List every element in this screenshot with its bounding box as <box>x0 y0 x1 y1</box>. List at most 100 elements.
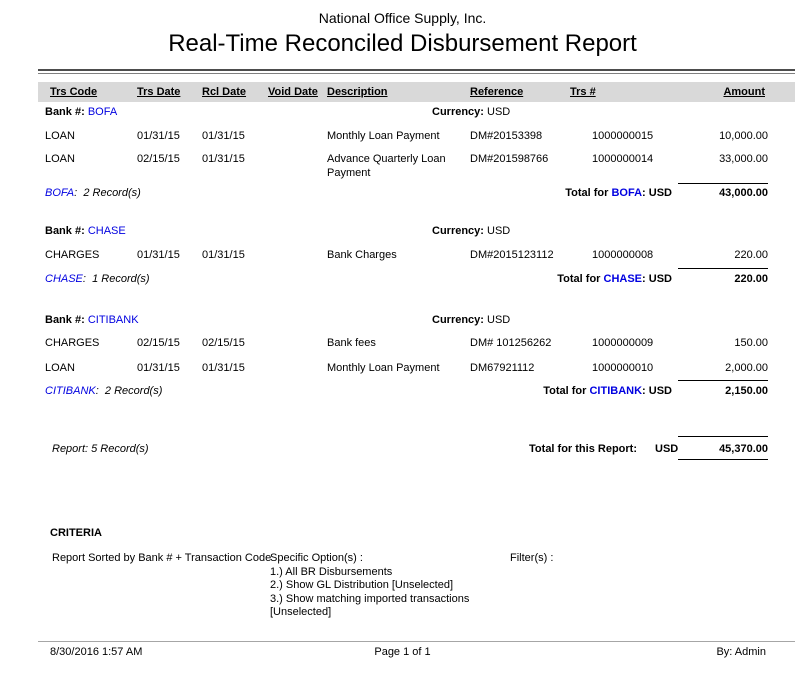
criteria-filters-label: Filter(s) : <box>510 552 554 564</box>
bank-number-group: Bank #: BOFA <box>45 105 117 119</box>
cell-rcl-date: 01/31/15 <box>202 249 245 261</box>
col-header-rcl-date[interactable]: Rcl Date <box>202 86 247 98</box>
report-title: Real-Time Reconciled Disbursement Report <box>168 30 637 57</box>
currency-group: Currency: USD <box>432 105 510 119</box>
subtotal-rule <box>678 380 768 381</box>
col-header-reference[interactable]: Reference <box>470 86 524 98</box>
cell-description: Bank Charges <box>327 249 397 261</box>
cell-trs-date: 01/31/15 <box>137 130 180 142</box>
transaction-row: LOAN 01/31/15 01/31/15 Monthly Loan Paym… <box>0 129 805 145</box>
record-count-text: 2 Record(s) <box>104 385 163 397</box>
footer-datetime: 8/30/2016 1:57 AM <box>50 646 143 658</box>
cell-reference: DM#201598766 <box>470 153 549 165</box>
bank-record-count: CHASE: 1 Record(s) <box>45 272 150 286</box>
colon: : <box>642 385 646 397</box>
criteria-option: 3.) Show matching imported transactions … <box>270 592 470 619</box>
subtotal-rule <box>678 183 768 184</box>
cell-amount: 220.00 <box>734 249 768 261</box>
report-record-count: Report: 5 Record(s) <box>52 443 149 455</box>
colon: : <box>642 273 646 285</box>
top-rule-thick <box>38 69 795 71</box>
bank-header-row: Bank #: CHASE Currency: USD <box>0 224 805 240</box>
criteria-option: 1.) All BR Disbursements <box>270 565 393 578</box>
bank-subtotal-row: CHASE: 1 Record(s) Total for CHASE: USD … <box>0 272 805 288</box>
specific-options-label: Specific Option(s) : <box>270 552 363 564</box>
footer-page-number: Page 1 of 1 <box>374 646 431 658</box>
subtotal-rule <box>678 268 768 269</box>
bank-name-link[interactable]: CHASE <box>87 225 126 237</box>
cell-description: Advance Quarterly Loan Payment <box>327 153 446 179</box>
transaction-row: LOAN 02/15/15 01/31/15 Advance Quarterly… <box>0 152 805 179</box>
currency-group: Currency: USD <box>432 313 510 327</box>
cell-amount: 150.00 <box>734 337 768 349</box>
total-for-label: Total for <box>557 273 601 285</box>
bank-total-amount: 220.00 <box>734 273 768 285</box>
col-header-void-date[interactable]: Void Date <box>268 86 318 98</box>
currency-value: USD <box>487 314 511 326</box>
col-header-description[interactable]: Description <box>327 86 388 98</box>
cell-amount: 33,000.00 <box>719 153 768 165</box>
bank-name-link[interactable]: CITIBANK <box>87 314 139 326</box>
criteria-options: Specific Option(s) : 1.) All BR Disburse… <box>270 552 508 620</box>
bank-name: CITIBANK <box>589 385 643 397</box>
cell-amount: 10,000.00 <box>719 130 768 142</box>
cell-trs-date: 02/15/15 <box>137 153 180 165</box>
cell-trs-number: 1000000014 <box>592 153 654 165</box>
footer-rule <box>38 641 795 642</box>
bank-total-label: Total for CHASE: USD <box>557 272 672 286</box>
col-header-trs-number[interactable]: Trs # <box>570 86 596 98</box>
currency-group: Currency: USD <box>432 224 510 238</box>
bank-total-amount: 2,150.00 <box>725 385 768 397</box>
company-name: National Office Supply, Inc. <box>318 10 487 26</box>
colon: : <box>642 187 646 199</box>
report-total-rule-top <box>678 436 768 437</box>
currency-value: USD <box>487 225 511 237</box>
cell-amount: 2,000.00 <box>725 362 768 374</box>
transaction-row: CHARGES 02/15/15 02/15/15 Bank fees DM# … <box>0 336 805 352</box>
record-count-text: 1 Record(s) <box>92 273 150 285</box>
colon: : <box>95 385 99 397</box>
transaction-row: CHARGES 01/31/15 01/31/15 Bank Charges D… <box>0 248 805 264</box>
currency-label: Currency: <box>432 225 484 237</box>
bank-name: BOFA <box>45 187 75 199</box>
cell-trs-code: CHARGES <box>45 337 100 349</box>
bank-number-group: Bank #: CHASE <box>45 224 126 238</box>
bank-name: CHASE <box>603 273 643 285</box>
col-header-amount[interactable]: Amount <box>723 86 765 98</box>
cell-trs-number: 1000000008 <box>592 249 654 261</box>
total-for-label: Total for <box>565 187 609 199</box>
cell-trs-date: 01/31/15 <box>137 249 180 261</box>
col-header-trs-code[interactable]: Trs Code <box>50 86 98 98</box>
cell-reference: DM#20153398 <box>470 130 543 142</box>
criteria-heading: CRITERIA <box>50 527 102 539</box>
cell-trs-number: 1000000010 <box>592 362 654 374</box>
top-rule-thin <box>38 73 795 74</box>
colon: : <box>82 273 86 285</box>
cell-reference: DM# 101256262 <box>470 337 552 349</box>
bank-name-link[interactable]: BOFA <box>87 106 118 118</box>
report-total-row: Report: 5 Record(s) Total for this Repor… <box>0 442 805 458</box>
report-total-rule-bottom <box>678 459 768 460</box>
total-currency: USD <box>648 187 672 199</box>
bank-label: Bank #: <box>45 106 85 118</box>
cell-trs-code: LOAN <box>45 362 75 374</box>
bank-total-amount: 43,000.00 <box>719 187 768 199</box>
cell-rcl-date: 01/31/15 <box>202 130 245 142</box>
bank-record-count: CITIBANK: 2 Record(s) <box>45 384 162 398</box>
criteria-option: 2.) Show GL Distribution [Unselected] <box>270 579 454 591</box>
column-header-bar: Trs Code Trs Date Rcl Date Void Date Des… <box>38 82 795 102</box>
bank-label: Bank #: <box>45 225 85 237</box>
record-count-text: 2 Record(s) <box>83 187 141 199</box>
bank-number-group: Bank #: CITIBANK <box>45 313 139 327</box>
bank-name: CHASE <box>45 273 83 285</box>
report-total-currency: USD <box>655 443 679 455</box>
transaction-row: LOAN 01/31/15 01/31/15 Monthly Loan Paym… <box>0 361 805 377</box>
cell-trs-date: 02/15/15 <box>137 337 180 349</box>
cell-trs-number: 1000000015 <box>592 130 654 142</box>
bank-total-label: Total for BOFA: USD <box>565 186 672 200</box>
total-currency: USD <box>648 385 672 397</box>
currency-label: Currency: <box>432 314 484 326</box>
cell-trs-number: 1000000009 <box>592 337 654 349</box>
col-header-trs-date[interactable]: Trs Date <box>137 86 181 98</box>
bank-name: CITIBANK <box>45 385 96 397</box>
